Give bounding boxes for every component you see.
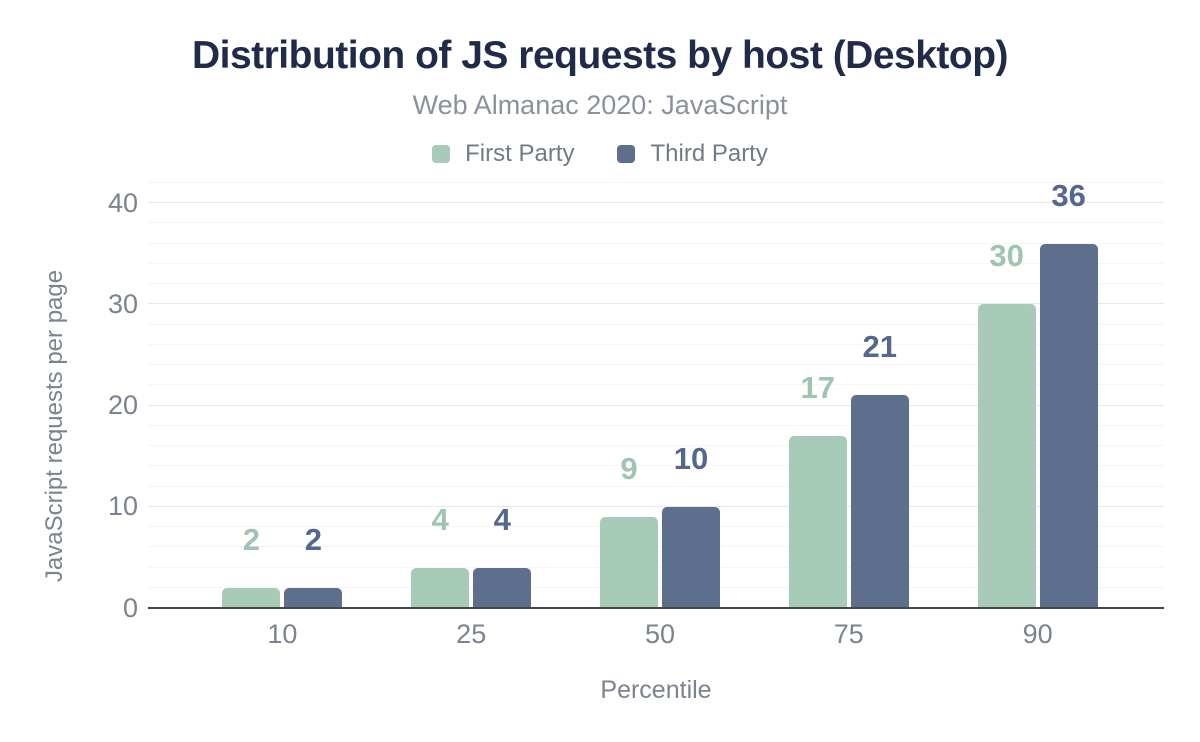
y-axis-tick-label: 40: [107, 187, 138, 218]
gridline-minor: [148, 343, 1164, 345]
bar-groups: 2 2 10 4 4 25 9 10 50 17 21 75 30 36 90: [148, 180, 1164, 648]
gridline-minor: [148, 384, 1164, 386]
bar-value-label: 30: [989, 238, 1024, 274]
bar-third-party[interactable]: 36: [1039, 180, 1098, 608]
gridline-major: [148, 505, 1164, 507]
bar-value-label: 2: [304, 521, 323, 557]
gridline-minor: [148, 465, 1164, 467]
legend-item-third-party[interactable]: Third Party: [617, 140, 768, 168]
bar-third-party[interactable]: 2: [284, 524, 343, 608]
gridline-minor: [148, 445, 1164, 446]
bar-group-p75: 17 21 75: [754, 203, 943, 648]
x-axis-tick-label: 75: [833, 619, 864, 649]
gridline-minor: [148, 364, 1164, 365]
y-axis-tick-label: 10: [107, 491, 138, 522]
gridline-minor: [148, 424, 1164, 426]
bar-group-p10: 2 2 10: [188, 203, 377, 648]
bar-value-label: 10: [673, 440, 709, 476]
gridline-major: [148, 303, 1164, 305]
gridline-major: [148, 202, 1164, 203]
x-axis-title: Percentile: [600, 676, 712, 704]
legend-label-third-party: Third Party: [650, 140, 768, 167]
legend-swatch-first-party-icon: [432, 145, 451, 163]
y-axis-labels: 0 10 20 30 40: [0, 189, 138, 621]
bar-group-p25: 4 4 25: [377, 203, 566, 648]
gridline-major: [148, 404, 1164, 406]
bar-first-party[interactable]: 4: [411, 504, 470, 608]
legend-item-first-party[interactable]: First Party: [432, 140, 574, 168]
gridline-minor: [148, 283, 1164, 284]
gridline-minor: [148, 262, 1164, 264]
legend-label-first-party: First Party: [465, 140, 575, 167]
chart-subtitle: Web Almanac 2020: JavaScript: [412, 90, 788, 120]
bar-pair: 9 10: [599, 443, 720, 608]
bar-pair: 17 21: [788, 331, 909, 608]
bar-first-party[interactable]: 2: [222, 524, 281, 608]
bar-first-party[interactable]: 17: [788, 372, 847, 608]
bar-first-party[interactable]: 30: [977, 240, 1036, 608]
x-axis-tick-label: 90: [1022, 619, 1053, 649]
bar-third-party[interactable]: 21: [850, 331, 909, 608]
bar-third-party[interactable]: 4: [473, 504, 532, 608]
bar-value-label: 4: [493, 501, 511, 537]
bar-value-label: 2: [242, 521, 261, 557]
x-axis-tick-label: 25: [456, 619, 487, 649]
legend: First Party Third Party: [0, 140, 1200, 168]
bar-value-label: 4: [431, 501, 449, 537]
bar-first-party[interactable]: 9: [599, 453, 658, 608]
bar-value-label: 36: [1051, 177, 1086, 213]
bar-group-p90: 30 36 90: [943, 180, 1132, 648]
x-axis-tick-label: 50: [644, 619, 676, 649]
chart-title: Distribution of JS requests by host (Des…: [191, 34, 1009, 77]
legend-swatch-third-party-icon: [617, 145, 636, 163]
bar-group-p50: 9 10 50: [566, 203, 755, 648]
gridline-minor: [148, 485, 1164, 487]
bar-third-party[interactable]: 10: [661, 443, 720, 608]
x-axis-tick-label: 10: [267, 619, 298, 649]
gridline-minor: [148, 222, 1164, 224]
bar-pair: 30 36: [977, 180, 1098, 608]
plot-area: 2 2 10 4 4 25 9 10 50 17 21 75 30 36 90: [148, 180, 1164, 648]
bar-value-label: 17: [800, 369, 836, 405]
y-axis-tick-label: 30: [107, 288, 138, 319]
gridline-minor: [148, 242, 1164, 244]
y-axis-tick-label: 0: [122, 592, 138, 623]
gridline-minor: [148, 181, 1164, 183]
x-axis-baseline: [148, 607, 1164, 609]
gridline-minor: [148, 323, 1164, 325]
bar-value-label: 21: [862, 329, 898, 365]
bar-value-label: 9: [620, 450, 638, 486]
y-axis-tick-label: 20: [107, 390, 138, 420]
